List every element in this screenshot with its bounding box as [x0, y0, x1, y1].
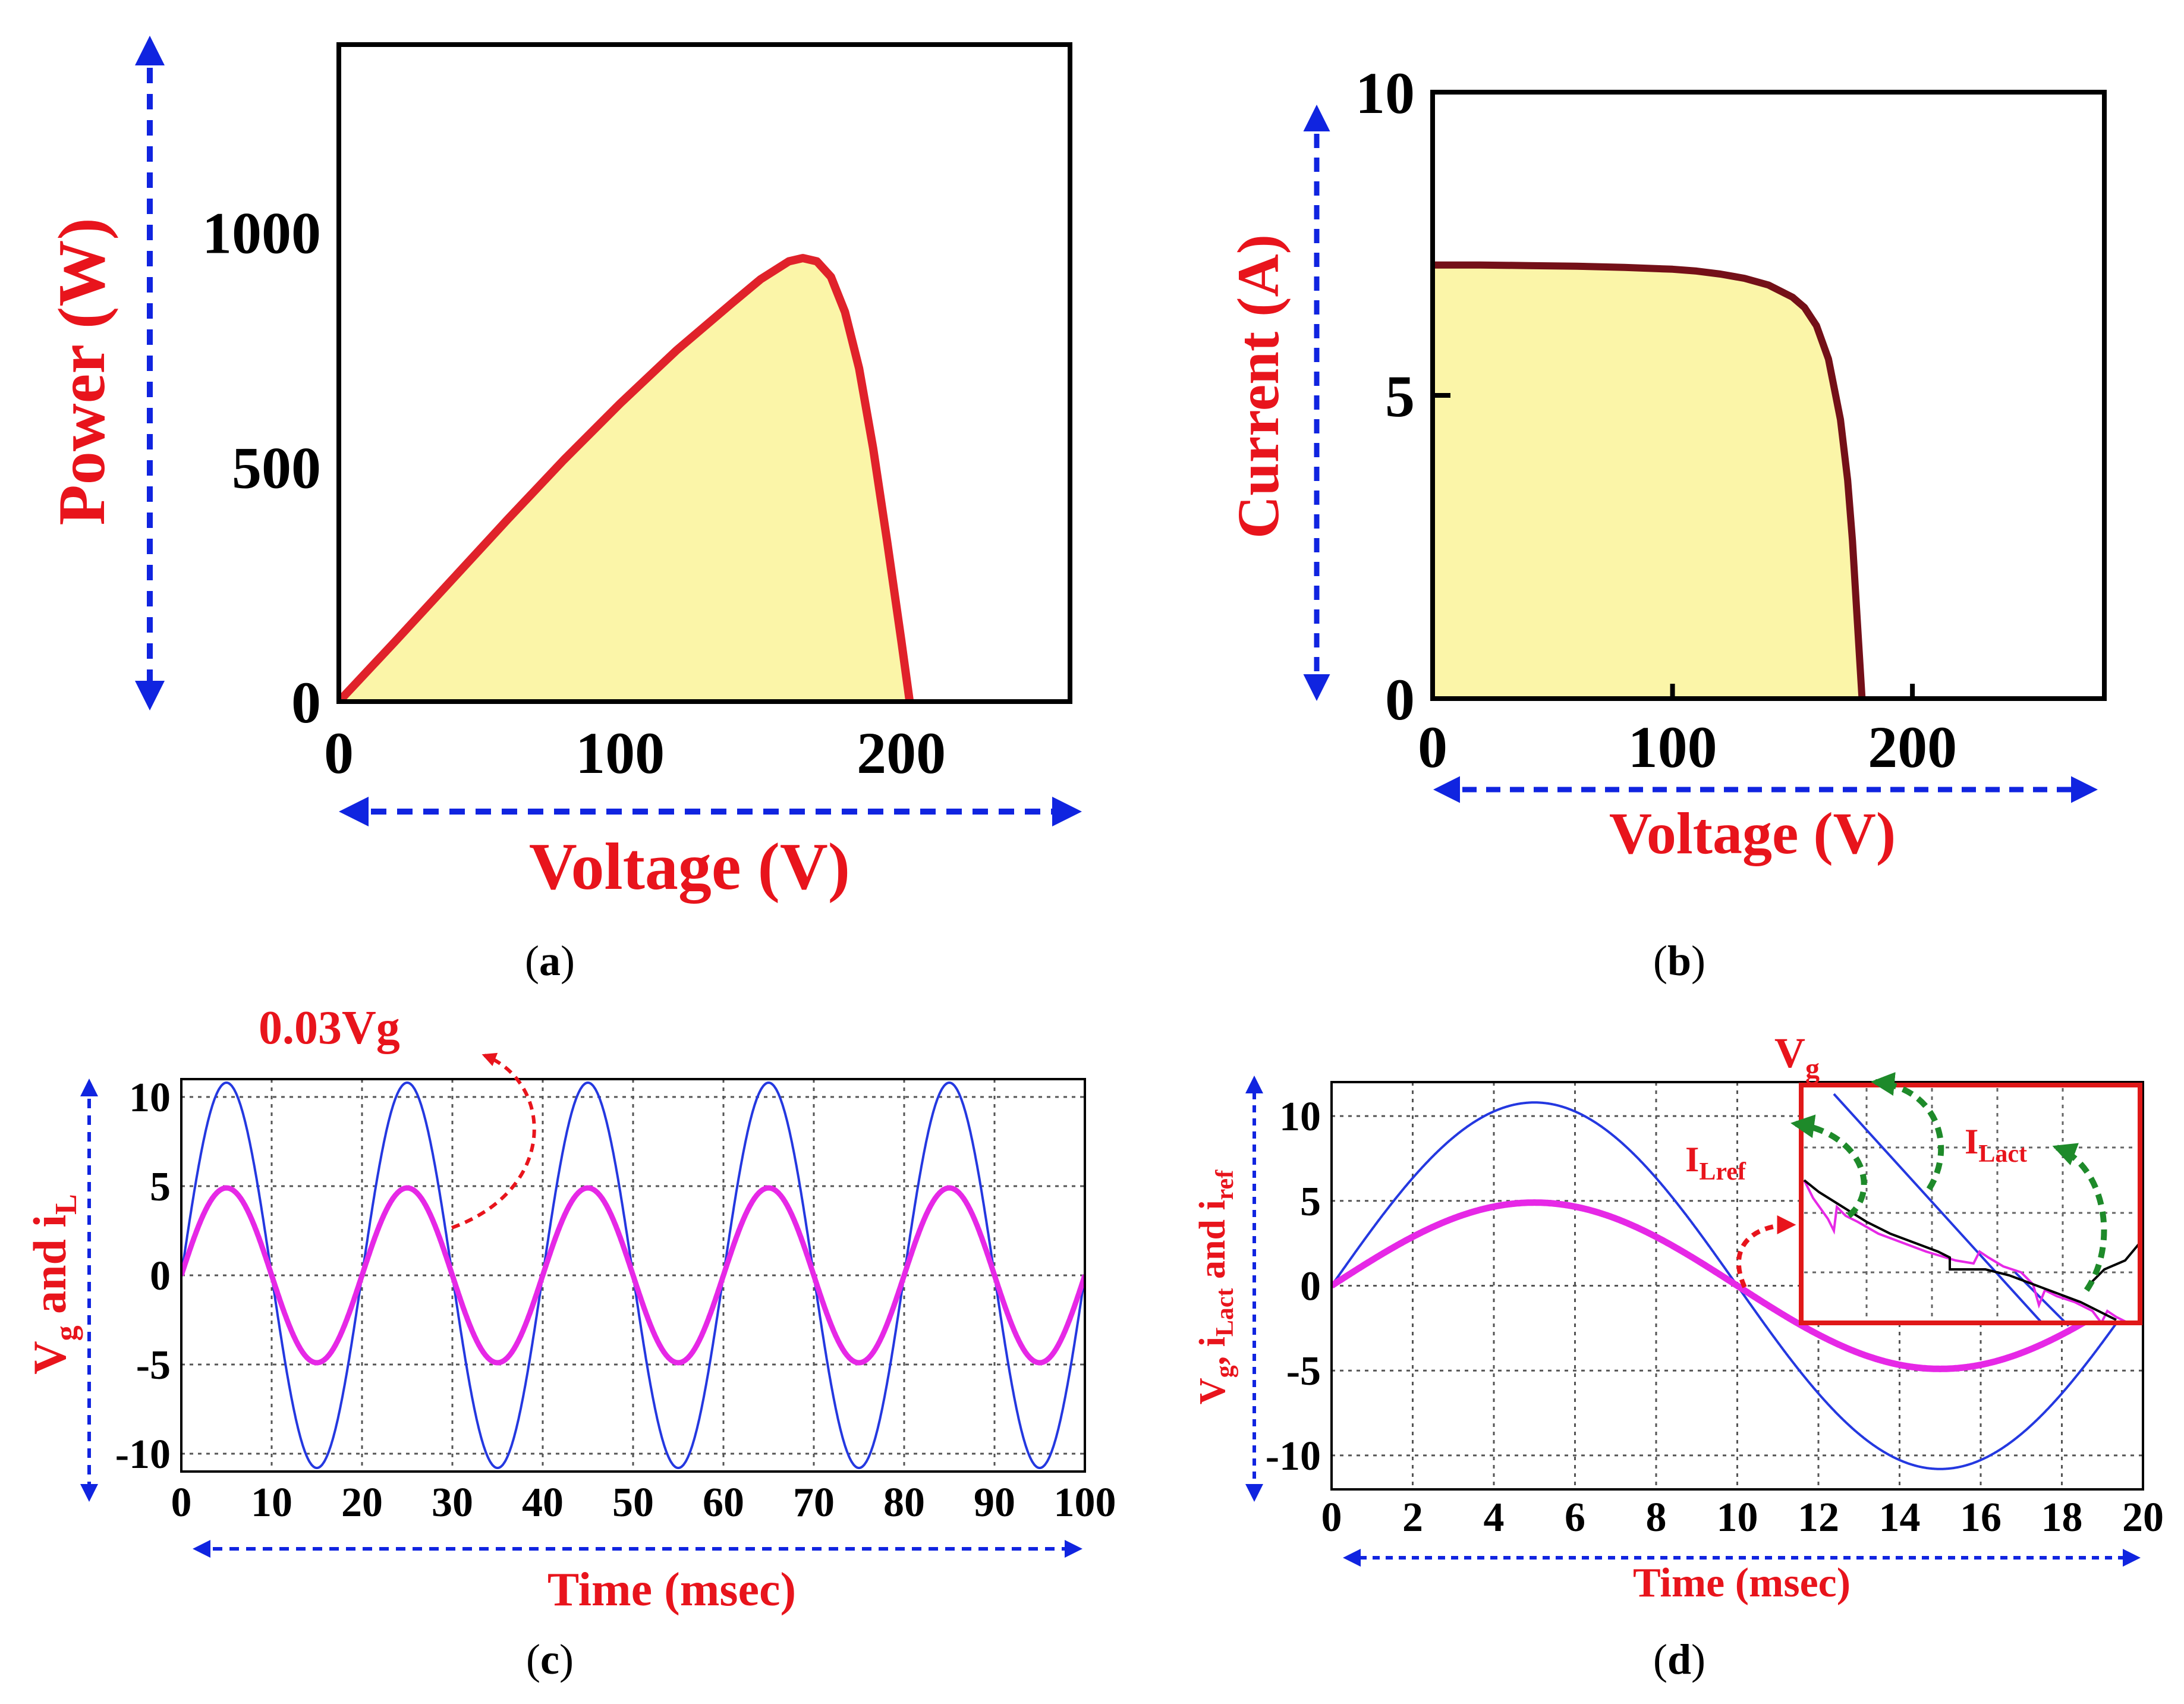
panel-d-il-line — [1332, 1199, 2143, 1372]
panel-c-annotation-003vg: 0.03Vg — [259, 1002, 400, 1054]
panel-b-y-tick-0: 0 — [1385, 666, 1415, 732]
panel-c-x-tick-20: 20 — [341, 1480, 383, 1526]
panel-b-x-tick-200: 200 — [1868, 714, 1957, 780]
panel-a-y-tick-0: 0 — [291, 669, 321, 735]
panel-a-power-voltage-chart: 0 100 200 0 500 1000 Power (W) Voltage (V) (… — [45, 35, 1082, 985]
inset-ilact-line — [1803, 1180, 2129, 1325]
panel-c-x-tick-80: 80 — [883, 1480, 925, 1526]
panel-d-x-tick-12: 12 — [1798, 1495, 1839, 1540]
panel-a-x-tick-100: 100 — [575, 720, 665, 786]
panel-d-annotation-ilref: ILref — [1685, 1140, 1746, 1186]
panel-a-y-tick-labels: 0 500 1000 — [202, 200, 321, 735]
panel-d-x-tick-0: 0 — [1321, 1495, 1342, 1540]
panel-a-caption: (a) — [525, 937, 575, 985]
panel-d-y-tick--5: -5 — [1286, 1348, 1321, 1394]
panel-d-y-tick-labels: 10 5 0 -5 -10 — [1266, 1094, 1321, 1479]
panel-b-x-tick-labels: 0 100 200 — [1418, 714, 1957, 780]
panel-a-x-tick-200: 200 — [857, 720, 946, 786]
panel-b-y-tick-10: 10 — [1355, 60, 1415, 126]
panel-b-tick-marks — [1433, 393, 1915, 699]
panel-d-y-label: Vg, iLact and iref — [1192, 1169, 1239, 1404]
panel-d-inset-zoom — [1799, 1083, 2142, 1327]
panel-c-y-label: Vg and iL — [24, 1194, 83, 1374]
panel-d-x-tick-14: 14 — [1879, 1495, 1921, 1540]
panel-c-annotation-arrow — [451, 1052, 536, 1230]
panel-d-green-arrow-vg — [1871, 1072, 1944, 1191]
panel-c-y-tick--5: -5 — [136, 1343, 171, 1388]
inset-background — [1801, 1085, 2140, 1323]
panel-c-y-tick-labels: 10 5 0 -5 -10 — [115, 1075, 171, 1477]
panel-b-y-label: Current (A) — [1225, 234, 1291, 539]
panel-c-x-tick-labels: 0 10 20 30 40 50 60 70 80 90 100 — [171, 1480, 1116, 1526]
panel-d-x-tick-4: 4 — [1484, 1495, 1505, 1540]
pv-curve-area — [339, 258, 910, 702]
panel-a-x-label: Voltage (V) — [529, 830, 850, 904]
inset-frame — [1799, 1083, 2142, 1325]
panel-b-y-tick-5: 5 — [1385, 363, 1415, 429]
panel-d-y-tick-5: 5 — [1300, 1179, 1321, 1225]
panel-d-vg-ilact-iref-chart: 0 2 4 6 8 10 12 14 16 18 20 10 5 0 -5 -10 Vg, iLact an… — [1192, 1029, 2164, 1683]
panel-d-x-tick-10: 10 — [1717, 1495, 1758, 1540]
panel-c-x-tick-60: 60 — [703, 1480, 744, 1526]
panel-c-y-tick-10: 10 — [129, 1075, 171, 1121]
panel-d-y-tick-10: 10 — [1279, 1094, 1321, 1140]
panel-b-x-tick-0: 0 — [1418, 714, 1447, 780]
iv-curve-line — [1433, 261, 1866, 699]
panel-a-x-tick-labels: 0 100 200 — [324, 720, 946, 786]
panel-a-plot-frame — [336, 42, 1072, 704]
panel-a-y-tick-500: 500 — [232, 435, 321, 501]
panel-c-x-tick-10: 10 — [251, 1480, 292, 1526]
iv-curve-area — [1433, 265, 1862, 699]
panel-d-annotation-ilact: ILact — [1965, 1122, 2027, 1168]
panel-d-green-arrow-ilact — [2052, 1143, 2107, 1292]
panel-c-x-tick-40: 40 — [522, 1480, 564, 1526]
panel-b-y-tick-labels: 0 5 10 — [1355, 60, 1415, 732]
panel-d-red-zoom-arrow — [1736, 1215, 1796, 1288]
panel-a-y-tick-1000: 1000 — [202, 200, 321, 266]
panel-d-x-tick-labels: 0 2 4 6 8 10 12 14 16 18 20 — [1321, 1495, 2164, 1540]
panel-c-y-tick-0: 0 — [150, 1253, 171, 1299]
panel-b-x-tick-100: 100 — [1628, 714, 1717, 780]
inset-ilref-line-2 — [2088, 1241, 2141, 1285]
panel-d-y-tick-0: 0 — [1300, 1264, 1321, 1310]
panel-d-y-tick--10: -10 — [1266, 1433, 1321, 1479]
panel-d-green-arrow-ilref — [1790, 1114, 1867, 1218]
panel-d-x-tick-20: 20 — [2122, 1495, 2164, 1540]
panel-d-x-label: Time (msec) — [1633, 1560, 1851, 1606]
panel-c-x-tick-90: 90 — [974, 1480, 1015, 1526]
panel-c-x-tick-100: 100 — [1054, 1480, 1116, 1526]
panel-d-x-tick-2: 2 — [1402, 1495, 1423, 1540]
panel-d-annotation-vg: Vg — [1774, 1029, 1820, 1084]
panel-c-x-tick-0: 0 — [171, 1480, 192, 1526]
panel-c-y-tick-5: 5 — [150, 1164, 171, 1210]
inset-grid — [1804, 1088, 2137, 1320]
panel-b-x-label: Voltage (V) — [1609, 800, 1896, 866]
panel-a-y-label: Power (W) — [45, 218, 119, 525]
panel-d-x-tick-18: 18 — [2041, 1495, 2083, 1540]
panel-b-current-voltage-chart: 0 100 200 0 5 10 Current (A) Voltage (V) (b) — [1225, 60, 2107, 985]
panel-c-x-label: Time (msec) — [547, 1564, 796, 1616]
panel-c-caption: (c) — [526, 1636, 574, 1683]
panel-a-x-tick-0: 0 — [324, 720, 354, 786]
panel-c-x-tick-50: 50 — [612, 1480, 654, 1526]
pv-curve-line — [339, 254, 914, 702]
panel-d-x-tick-8: 8 — [1646, 1495, 1667, 1540]
panel-d-x-tick-6: 6 — [1565, 1495, 1585, 1540]
panel-c-y-tick--10: -10 — [115, 1432, 171, 1477]
panel-b-caption: (b) — [1653, 937, 1705, 985]
panel-d-caption: (d) — [1653, 1636, 1705, 1683]
inset-vg-line — [1833, 1093, 2043, 1324]
panel-c-il-line — [181, 1185, 1085, 1366]
panel-c-x-tick-30: 30 — [432, 1480, 473, 1526]
panel-d-x-tick-16: 16 — [1960, 1495, 2002, 1540]
panel-c-plot-frame — [180, 1078, 1086, 1473]
panel-c-x-tick-70: 70 — [793, 1480, 835, 1526]
panel-d-plot-frame — [1330, 1081, 2144, 1491]
